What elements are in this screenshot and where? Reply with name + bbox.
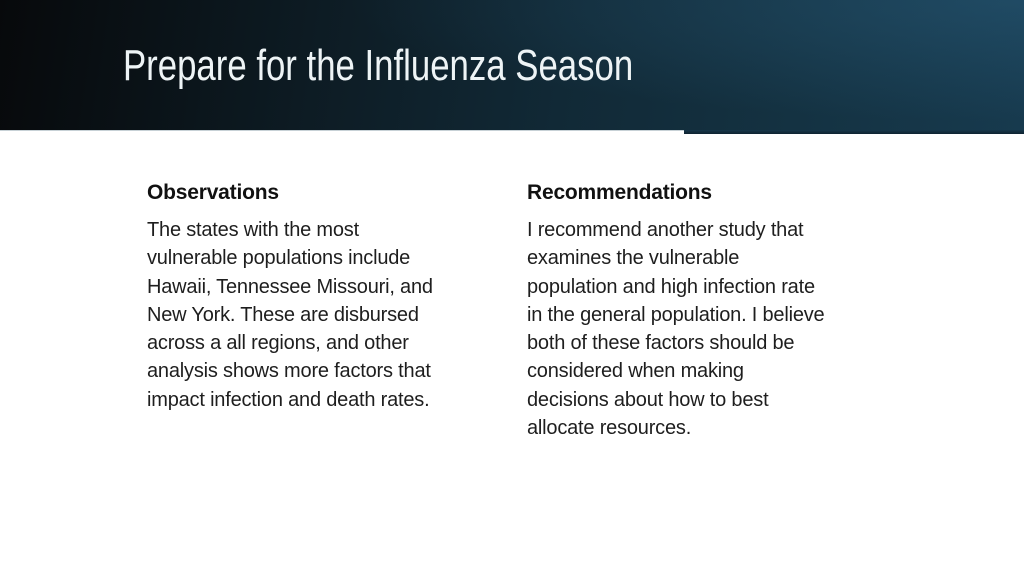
- observations-heading: Observations: [147, 181, 279, 204]
- observations-column: Observations The states with the most vu…: [147, 180, 523, 414]
- header-accent-strip: [684, 130, 1024, 134]
- recommendations-heading: Recommendations: [527, 181, 712, 204]
- recommendations-column: Recommendations I recommend another stud…: [527, 180, 909, 442]
- observations-text: The states with the most vulnerable popu…: [147, 219, 433, 411]
- slide-title: Prepare for the Influenza Season: [123, 41, 634, 90]
- header-accent-line: [0, 130, 684, 131]
- recommendations-text: I recommend another study that examines …: [527, 219, 825, 440]
- slide-header: Prepare for the Influenza Season: [0, 0, 1024, 130]
